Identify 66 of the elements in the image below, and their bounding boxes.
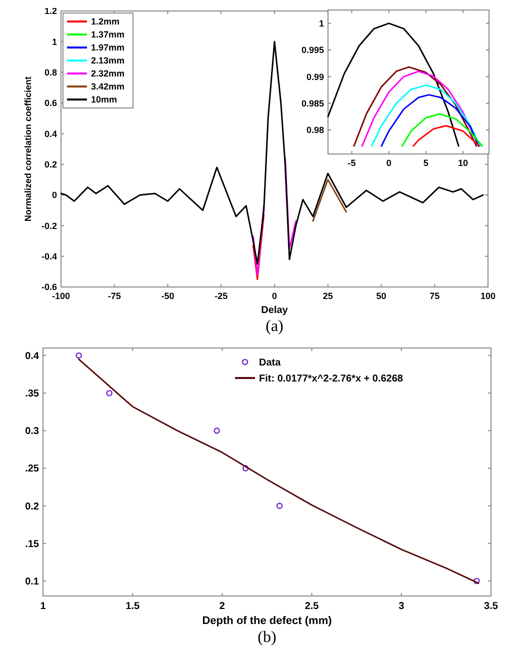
x-tick-label: -5: [348, 158, 356, 168]
line-series: [371, 84, 481, 147]
point: [106, 390, 112, 396]
point: [474, 578, 480, 584]
point: [276, 502, 283, 509]
x-tick-label: 10: [458, 158, 468, 168]
x-tick-label: 100: [480, 291, 496, 301]
x-axis-title: Delay: [261, 305, 288, 316]
y-tick-label: 0.4: [44, 128, 57, 139]
x-tick-label: -100: [52, 291, 70, 301]
y-tick-label: 1: [52, 36, 57, 47]
x-tick-label: -25: [214, 291, 228, 301]
x-tick-label: 3: [398, 601, 405, 612]
x-tick-label: 2: [219, 601, 226, 612]
line-series: [327, 22, 460, 147]
y-tick-label: 0.8: [44, 67, 57, 78]
y-tick-label: .35: [25, 388, 40, 400]
text: (a): [266, 318, 284, 335]
legend-label: 2.32mm: [91, 68, 125, 79]
y-tick-label: -0.4: [41, 251, 57, 262]
y-tick-label: 0.3: [25, 426, 40, 438]
y-tick-label: 0.6: [44, 98, 57, 108]
y-tick-label: 0.1: [25, 576, 40, 588]
x-tick-label: 2.5: [304, 601, 320, 612]
line-series: [60, 40, 484, 265]
legend-label: Fit: 0.0177*x^2-2.76*x + 0.6268: [259, 374, 404, 384]
legend-label: Data: [259, 358, 282, 368]
line-series: [401, 113, 484, 147]
x-tick-label: 25: [322, 291, 333, 301]
x-tick-label: 0: [386, 158, 392, 168]
point: [76, 352, 82, 359]
y-tick-label: 0: [52, 190, 57, 200]
y-tick-label: 1.2: [44, 6, 57, 16]
legend-label: 1.2mm: [91, 16, 120, 27]
x-tick-label: -75: [108, 291, 121, 301]
legend-label: 1.37mm: [91, 30, 125, 40]
x-axis-title: Depth of the defect (mm): [202, 615, 332, 627]
x-tick-label: 0: [272, 291, 278, 301]
text: (b): [258, 629, 276, 646]
y-tick-label: -0.2: [41, 220, 57, 231]
y-tick-label: -0.6: [41, 282, 57, 292]
y-tick-label: 0.2: [44, 159, 57, 170]
legend-label: 1.97mm: [91, 42, 125, 53]
y-tick-label: 1: [318, 18, 324, 28]
x-tick-label: 5: [423, 158, 428, 168]
y-axis-title: Normalized correlation coefficient: [23, 76, 33, 222]
x-tick-label: -50: [161, 291, 174, 301]
x-tick-label: 1.5: [126, 601, 140, 612]
point: [242, 465, 249, 472]
line-series: [380, 94, 480, 147]
legend-label: 10mm: [91, 94, 118, 105]
y-tick-label: 0.985: [301, 98, 324, 108]
line-series: [412, 124, 480, 147]
point: [214, 428, 220, 434]
y-tick-label: 0.98: [306, 125, 324, 136]
x-tick-label: 75: [430, 291, 440, 301]
legend-label: 2.13mm: [91, 56, 125, 66]
legend-label: 3.42mm: [91, 82, 125, 92]
y-tick-label: .15: [25, 538, 40, 550]
y-tick-label: 0.995: [301, 45, 324, 56]
y-tick-label: .25: [25, 464, 40, 475]
y-tick-label: 0.4: [25, 351, 40, 362]
y-tick-label: 0.2: [25, 501, 40, 512]
y-tick-label: 0.99: [306, 72, 324, 82]
x-tick-label: 3.5: [484, 601, 498, 612]
x-tick-label: 50: [376, 291, 386, 301]
